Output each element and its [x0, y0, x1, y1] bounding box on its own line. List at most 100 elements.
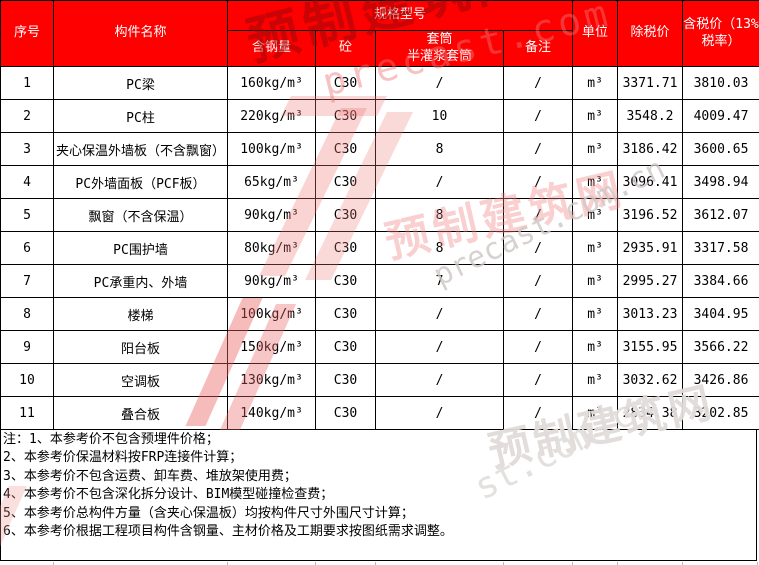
cell-name: PC承重内、外墙	[53, 264, 228, 298]
cell-unit: m³	[572, 297, 619, 331]
notes-block: 注：1、本参考价不包含预埋件价格； 2、本参考价保温材料按FRP连接件计算； 3、本…	[0, 429, 757, 561]
cell-name: PC外墙面板（PCF板）	[53, 165, 228, 199]
table-row: 6 PC围护墙 80kg/m³ C30 8 / m³ 2935.91 3317.…	[0, 231, 759, 265]
cell-sleeve: /	[375, 363, 504, 397]
note-line: 5、本参考价总构件方量（含夹心保温板）均按构件尺寸外围尺寸计算；	[3, 505, 414, 521]
gridline-stub	[682, 562, 683, 565]
table-header: 序号 构件名称 规格型号 单位 除税价 含税价（13%税率） 含钢量 砼 套筒 …	[0, 0, 759, 67]
cell-remark: /	[502, 297, 574, 331]
cell-steel: 100kg/m³	[227, 132, 316, 166]
cell-sleeve: 8	[375, 198, 504, 232]
cell-price-extax: 3371.71	[617, 66, 684, 100]
cell-price-extax: 3186.42	[617, 132, 684, 166]
cell-price-extax: 3032.62	[617, 363, 684, 397]
cell-price-extax: 3013.23	[617, 297, 684, 331]
cell-unit: m³	[572, 66, 619, 100]
table-row: 4 PC外墙面板（PCF板） 65kg/m³ C30 / / m³ 3096.4…	[0, 165, 759, 199]
cell-unit: m³	[572, 231, 619, 265]
cell-serial: 2	[0, 99, 54, 133]
cell-concrete: C30	[315, 99, 376, 133]
cell-price-tax: 4009.47	[682, 99, 759, 133]
cell-price-tax: 3404.95	[682, 297, 759, 331]
cell-name: PC梁	[53, 66, 228, 100]
cell-serial: 11	[0, 396, 54, 430]
cell-remark: /	[502, 396, 574, 430]
table-row: 11 叠合板 140kg/m³ C30 / / m³ 2834.38 3202.…	[0, 396, 759, 430]
cell-remark: /	[502, 99, 574, 133]
cell-price-tax: 3384.66	[682, 264, 759, 298]
cell-steel: 140kg/m³	[227, 396, 316, 430]
cell-sleeve: /	[375, 165, 504, 199]
note-line: 2、本参考价保温材料按FRP连接件计算；	[3, 450, 243, 466]
cell-price-tax: 3317.58	[682, 231, 759, 265]
cell-concrete: C30	[315, 198, 376, 232]
cell-unit: m³	[572, 99, 619, 133]
gridline-stub	[53, 562, 54, 565]
cell-name: PC围护墙	[53, 231, 228, 265]
cell-remark: /	[502, 231, 574, 265]
cell-price-extax: 3155.95	[617, 330, 684, 364]
cell-concrete: C30	[315, 132, 376, 166]
cell-steel: 130kg/m³	[227, 363, 316, 397]
cell-name: 叠合板	[53, 396, 228, 430]
cell-concrete: C30	[315, 231, 376, 265]
header-sleeve-line1: 套筒	[426, 32, 453, 48]
cell-serial: 9	[0, 330, 54, 364]
cell-price-extax: 2834.38	[617, 396, 684, 430]
cell-concrete: C30	[315, 66, 376, 100]
cell-price-extax: 3548.2	[617, 99, 684, 133]
cell-remark: /	[502, 330, 574, 364]
cell-price-extax: 3096.41	[617, 165, 684, 199]
table-row: 1 PC梁 160kg/m³ C30 / / m³ 3371.71 3810.0…	[0, 66, 759, 100]
cell-serial: 6	[0, 231, 54, 265]
gridline-stub	[617, 562, 618, 565]
cell-price-tax: 3202.85	[682, 396, 759, 430]
gridline-stub	[572, 562, 573, 565]
table-row: 3 夹心保温外墙板（不含飘窗） 100kg/m³ C30 8 / m³ 3186…	[0, 132, 759, 166]
cell-sleeve: /	[375, 66, 504, 100]
cell-price-extax: 2935.91	[617, 231, 684, 265]
cell-sleeve: 10	[375, 99, 504, 133]
cell-remark: /	[502, 66, 574, 100]
cell-price-extax: 3196.52	[617, 198, 684, 232]
header-price-tax: 含税价（13%税率）	[682, 0, 759, 67]
header-unit: 单位	[572, 0, 619, 67]
cell-remark: /	[502, 363, 574, 397]
gridline-stub	[375, 562, 376, 565]
gridline-stub	[503, 562, 504, 565]
table-row: 7 PC承重内、外墙 90kg/m³ C30 7 / m³ 2995.27 33…	[0, 264, 759, 298]
cell-name: 楼梯	[53, 297, 228, 331]
cell-price-extax: 2995.27	[617, 264, 684, 298]
cell-steel: 160kg/m³	[227, 66, 316, 100]
cell-steel: 65kg/m³	[227, 165, 316, 199]
cell-steel: 80kg/m³	[227, 231, 316, 265]
gridline-stub	[227, 562, 228, 565]
note-line: 6、本参考价根据工程项目构件含钢量、主材价格及工期要求按图纸需求调整。	[3, 524, 453, 540]
cell-price-tax: 3612.07	[682, 198, 759, 232]
header-concrete: 砼	[315, 30, 376, 67]
cell-remark: /	[502, 132, 574, 166]
cell-serial: 7	[0, 264, 54, 298]
cell-serial: 10	[0, 363, 54, 397]
table-row: 8 楼梯 100kg/m³ C30 / / m³ 3013.23 3404.95	[0, 297, 759, 331]
header-spec-group: 规格型号	[226, 0, 574, 31]
cell-concrete: C30	[315, 297, 376, 331]
cell-concrete: C30	[315, 363, 376, 397]
cell-concrete: C30	[315, 264, 376, 298]
cell-name: 阳台板	[53, 330, 228, 364]
cell-price-tax: 3498.94	[682, 165, 759, 199]
cell-price-tax: 3566.22	[682, 330, 759, 364]
header-sleeve: 套筒 半灌浆套筒	[375, 30, 504, 67]
gridline-stub	[315, 562, 316, 565]
header-price-extax: 除税价	[617, 0, 684, 67]
cell-serial: 5	[0, 198, 54, 232]
header-component-name: 构件名称	[53, 0, 228, 67]
price-table: 序号 构件名称 规格型号 单位 除税价 含税价（13%税率） 含钢量 砼 套筒 …	[0, 0, 759, 430]
cell-remark: /	[502, 264, 574, 298]
cell-steel: 220kg/m³	[227, 99, 316, 133]
cell-unit: m³	[572, 132, 619, 166]
cell-steel: 100kg/m³	[227, 297, 316, 331]
cell-unit: m³	[572, 165, 619, 199]
cell-remark: /	[502, 165, 574, 199]
